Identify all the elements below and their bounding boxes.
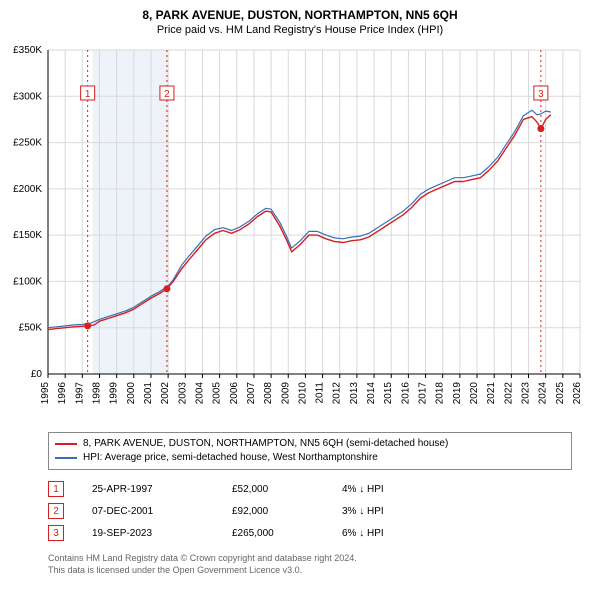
svg-text:2024: 2024 — [538, 382, 549, 405]
sale-price: £265,000 — [232, 528, 342, 539]
svg-text:2009: 2009 — [280, 382, 291, 405]
svg-text:2007: 2007 — [246, 382, 257, 405]
svg-text:1997: 1997 — [74, 382, 85, 405]
footer-attribution: Contains HM Land Registry data © Crown c… — [48, 552, 558, 576]
svg-text:2022: 2022 — [503, 382, 514, 405]
legend: 8, PARK AVENUE, DUSTON, NORTHAMPTON, NN5… — [48, 432, 572, 470]
sale-marker-box: 2 — [48, 503, 64, 519]
sale-price: £92,000 — [232, 506, 342, 517]
sale-date: 07-DEC-2001 — [92, 506, 232, 517]
svg-text:1998: 1998 — [91, 382, 102, 405]
svg-text:2010: 2010 — [297, 382, 308, 405]
sale-pct: 4% ↓ HPI — [342, 484, 462, 495]
svg-text:£250K: £250K — [13, 138, 42, 149]
svg-text:£0: £0 — [31, 369, 43, 380]
svg-text:2025: 2025 — [555, 382, 566, 405]
sale-date: 19-SEP-2023 — [92, 528, 232, 539]
sale-row: 2 07-DEC-2001£92,0003% ↓ HPI — [48, 500, 558, 522]
sale-price: £52,000 — [232, 484, 342, 495]
svg-text:1999: 1999 — [109, 382, 120, 405]
svg-text:1: 1 — [85, 89, 91, 100]
svg-text:3: 3 — [538, 89, 544, 100]
svg-text:£50K: £50K — [19, 323, 43, 334]
price-chart: £0 £50K £100K £150K £200K £250K £300K £350K 1995… — [0, 44, 600, 429]
svg-text:2003: 2003 — [177, 382, 188, 405]
svg-text:£100K: £100K — [13, 276, 42, 287]
sales-table: 1 25-APR-1997£52,0004% ↓ HPI 2 07-DEC-2001£… — [48, 478, 558, 544]
svg-text:1996: 1996 — [57, 382, 68, 405]
svg-text:£200K: £200K — [13, 184, 42, 195]
svg-text:2019: 2019 — [452, 382, 463, 405]
sale-row: 1 25-APR-1997£52,0004% ↓ HPI — [48, 478, 558, 500]
svg-text:2016: 2016 — [400, 382, 411, 405]
svg-text:1995: 1995 — [40, 382, 51, 405]
page-subtitle: Price paid vs. HM Land Registry's House … — [0, 22, 600, 36]
footer-line-1: Contains HM Land Registry data © Crown c… — [48, 552, 558, 564]
svg-text:2018: 2018 — [435, 382, 446, 405]
svg-text:£300K: £300K — [13, 91, 42, 102]
svg-text:2008: 2008 — [263, 382, 274, 405]
sale-marker-box: 3 — [48, 525, 64, 541]
legend-swatch — [55, 457, 77, 459]
svg-text:2001: 2001 — [143, 382, 154, 405]
svg-text:2006: 2006 — [229, 382, 240, 405]
svg-text:2000: 2000 — [126, 382, 137, 405]
svg-text:2023: 2023 — [521, 382, 532, 405]
legend-row: 8, PARK AVENUE, DUSTON, NORTHAMPTON, NN5… — [55, 437, 565, 451]
legend-row: HPI: Average price, semi-detached house,… — [55, 451, 565, 465]
svg-text:2004: 2004 — [194, 382, 205, 405]
legend-label: 8, PARK AVENUE, DUSTON, NORTHAMPTON, NN5… — [83, 437, 448, 451]
svg-text:2015: 2015 — [383, 382, 394, 405]
sale-pct: 3% ↓ HPI — [342, 506, 462, 517]
svg-text:2011: 2011 — [315, 382, 326, 404]
sale-date: 25-APR-1997 — [92, 484, 232, 495]
svg-text:2017: 2017 — [418, 382, 429, 405]
page-title: 8, PARK AVENUE, DUSTON, NORTHAMPTON, NN5… — [0, 0, 600, 22]
svg-text:2026: 2026 — [572, 382, 583, 405]
svg-text:2002: 2002 — [160, 382, 171, 405]
svg-text:2021: 2021 — [486, 382, 497, 405]
legend-label: HPI: Average price, semi-detached house,… — [83, 451, 378, 465]
svg-text:£350K: £350K — [13, 45, 42, 56]
sale-row: 3 19-SEP-2023£265,0006% ↓ HPI — [48, 522, 558, 544]
sale-marker-box: 1 — [48, 481, 64, 497]
svg-text:2005: 2005 — [212, 382, 223, 405]
svg-text:2012: 2012 — [332, 382, 343, 405]
svg-text:2020: 2020 — [469, 382, 480, 405]
sale-pct: 6% ↓ HPI — [342, 528, 462, 539]
svg-text:2013: 2013 — [349, 382, 360, 405]
svg-text:2: 2 — [164, 89, 170, 100]
legend-swatch — [55, 443, 77, 445]
footer-line-2: This data is licensed under the Open Gov… — [48, 564, 558, 576]
svg-text:£150K: £150K — [13, 230, 42, 241]
svg-text:2014: 2014 — [366, 382, 377, 405]
